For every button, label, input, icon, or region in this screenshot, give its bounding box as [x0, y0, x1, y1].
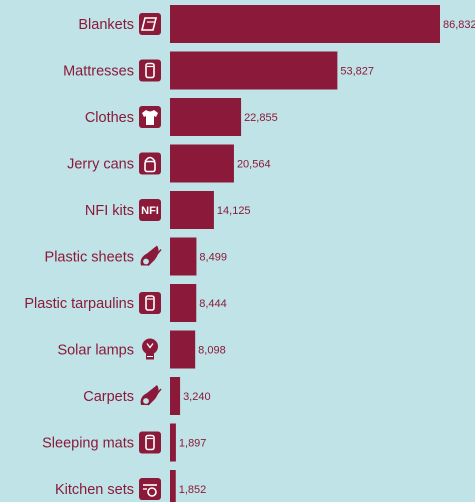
value-label: 1,897 — [179, 438, 207, 450]
svg-text:NFI: NFI — [141, 205, 159, 217]
bar — [170, 470, 176, 502]
category-label: NFI kits — [85, 203, 134, 219]
carpet-icon — [140, 385, 162, 406]
bar-row: Clothes 22,855 — [85, 98, 278, 136]
category-label: Plastic sheets — [45, 250, 134, 266]
category-label: Jerry cans — [67, 157, 134, 173]
value-label: 1,852 — [179, 484, 207, 496]
value-label: 20,564 — [237, 159, 271, 171]
category-label: Kitchen sets — [55, 482, 134, 498]
value-label: 3,240 — [183, 391, 211, 403]
category-label: Carpets — [83, 389, 134, 405]
sleeping-mat-icon — [139, 431, 161, 454]
bar — [170, 191, 214, 229]
category-label: Sleeping mats — [42, 436, 134, 452]
jerry-can-icon — [139, 152, 161, 175]
bar-row: NFI kits NFI 14,125 — [85, 191, 251, 229]
bar — [170, 51, 338, 90]
value-label: 14,125 — [217, 205, 251, 217]
blanket-icon — [139, 13, 161, 35]
value-label: 86,832 — [443, 19, 475, 31]
category-label: Solar lamps — [57, 343, 134, 359]
bar — [170, 284, 197, 322]
bar-row: Kitchen sets 1,852 — [55, 470, 206, 502]
shirt-icon — [139, 106, 161, 128]
value-label: 22,855 — [244, 112, 278, 124]
value-label: 8,098 — [198, 345, 226, 357]
bar-row: Mattresses 53,827 — [63, 51, 374, 90]
bar-row: Blankets 86,832 — [78, 5, 475, 43]
bar — [170, 377, 181, 415]
category-label: Mattresses — [63, 64, 134, 80]
mattress-icon — [139, 59, 161, 82]
bar-row: Plastic sheets 8,499 — [45, 237, 227, 276]
lamp-icon — [142, 338, 158, 360]
tarpaulin-icon — [139, 292, 161, 314]
category-label: Blankets — [78, 17, 134, 33]
value-label: 8,499 — [199, 252, 227, 264]
bar-row: Carpets 3,240 — [83, 377, 211, 415]
bar — [170, 98, 242, 136]
category-label: Plastic tarpaulins — [24, 296, 134, 312]
kitchen-set-icon — [139, 478, 161, 500]
bar — [170, 5, 440, 43]
category-label: Clothes — [85, 110, 134, 126]
bar-row: Plastic tarpaulins 8,444 — [24, 284, 227, 322]
bar — [170, 144, 234, 183]
bar-row: Jerry cans 20,564 — [67, 144, 271, 183]
bar — [170, 330, 196, 369]
bar-row: Solar lamps 8,098 — [57, 330, 226, 369]
bar-row: Sleeping mats 1,897 — [42, 423, 207, 462]
value-label: 53,827 — [340, 66, 374, 78]
bar — [170, 237, 197, 276]
nfi-kit-icon: NFI — [139, 199, 161, 221]
plastic-sheet-icon — [140, 245, 162, 266]
bar — [170, 423, 176, 462]
value-label: 8,444 — [199, 298, 227, 310]
